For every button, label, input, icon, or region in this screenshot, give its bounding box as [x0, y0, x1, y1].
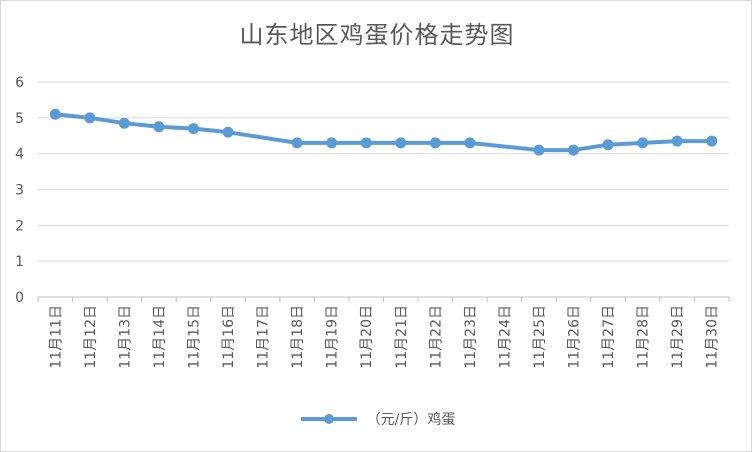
legend: （元/斤）鸡蛋 — [1, 409, 751, 429]
x-tick-label: 11月17日 — [256, 305, 272, 369]
x-tick-label: 11月21日 — [394, 305, 410, 369]
x-tick-label: 11月22日 — [428, 305, 444, 369]
data-point — [49, 108, 61, 120]
x-tick-label: 11月25日 — [532, 305, 548, 369]
x-tick-label: 11月28日 — [636, 305, 652, 369]
x-tick-label: 11月18日 — [290, 305, 306, 369]
x-tick-label: 11月27日 — [601, 305, 617, 369]
series-line-0 — [53, 112, 714, 153]
data-point — [602, 139, 614, 151]
data-point — [153, 121, 165, 133]
data-point — [533, 144, 545, 156]
y-tick-label: 3 — [15, 183, 24, 199]
y-tick-label: 4 — [15, 147, 24, 163]
data-point — [360, 137, 372, 149]
data-point — [222, 126, 234, 138]
y-tick-label: 0 — [15, 290, 24, 306]
data-point — [706, 135, 718, 147]
x-tick-label: 11月29日 — [670, 305, 686, 369]
x-tick-label: 11月13日 — [117, 305, 133, 369]
data-point — [326, 137, 338, 149]
data-point — [637, 137, 649, 149]
chart-title: 山东地区鸡蛋价格走势图 — [239, 21, 515, 49]
x-tick-label: 11月11日 — [48, 305, 64, 369]
x-tick-label: 11月26日 — [567, 305, 583, 369]
x-tick-label: 11月30日 — [705, 305, 721, 369]
x-tick-label: 11月24日 — [497, 305, 513, 369]
y-tick-label: 5 — [15, 111, 24, 127]
legend-series-label: （元/斤）鸡蛋 — [366, 412, 456, 428]
data-point — [671, 135, 683, 147]
data-point — [568, 144, 580, 156]
y-tick-label: 6 — [15, 75, 24, 91]
y-tick-label: 1 — [15, 254, 24, 270]
x-tick-label: 11月14日 — [152, 305, 168, 369]
legend-series-marker — [300, 414, 357, 424]
data-point — [291, 137, 303, 149]
data-point — [187, 123, 199, 135]
data-point — [84, 112, 96, 124]
data-point — [395, 137, 407, 149]
x-tick-label: 11月12日 — [83, 305, 99, 369]
data-point — [118, 117, 130, 129]
x-tick-label: 11月23日 — [463, 305, 479, 369]
x-tick-label: 11月20日 — [359, 305, 375, 369]
data-point — [429, 137, 441, 149]
y-tick-label: 2 — [15, 218, 24, 234]
x-tick-label: 11月15日 — [186, 305, 202, 369]
data-point — [464, 137, 476, 149]
x-tick-label: 11月16日 — [221, 305, 237, 369]
x-tick-label: 11月19日 — [325, 305, 341, 369]
